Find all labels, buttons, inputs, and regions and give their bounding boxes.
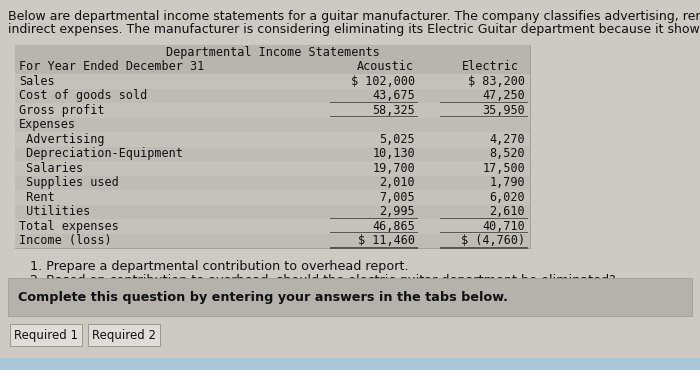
Bar xyxy=(15,60,530,74)
Text: Sales: Sales xyxy=(19,75,55,88)
Bar xyxy=(10,324,82,346)
Text: $ (4,760): $ (4,760) xyxy=(461,234,525,247)
Bar xyxy=(0,358,700,370)
Text: 5,025: 5,025 xyxy=(379,133,415,146)
Bar xyxy=(15,118,530,132)
Text: 40,710: 40,710 xyxy=(482,220,525,233)
Text: Below are departmental income statements for a guitar manufacturer. The company : Below are departmental income statements… xyxy=(8,10,700,23)
Text: 17,500: 17,500 xyxy=(482,162,525,175)
Bar xyxy=(15,147,530,161)
Bar xyxy=(15,233,530,248)
Bar xyxy=(15,88,530,103)
Bar xyxy=(15,190,530,205)
Text: Complete this question by entering your answers in the tabs below.: Complete this question by entering your … xyxy=(18,290,508,303)
Text: 58,325: 58,325 xyxy=(372,104,415,117)
Text: 7,005: 7,005 xyxy=(379,191,415,204)
Text: 19,700: 19,700 xyxy=(372,162,415,175)
Bar xyxy=(15,205,530,219)
Bar xyxy=(15,161,530,175)
Text: 1. Prepare a departmental contribution to overhead report.: 1. Prepare a departmental contribution t… xyxy=(30,260,409,273)
Bar xyxy=(15,175,530,190)
Text: Departmental Income Statements: Departmental Income Statements xyxy=(166,46,379,59)
Bar xyxy=(15,45,530,60)
Text: Rent: Rent xyxy=(19,191,55,204)
Text: For Year Ended December 31: For Year Ended December 31 xyxy=(19,60,204,73)
Bar xyxy=(8,278,692,316)
Text: Required 1: Required 1 xyxy=(14,329,78,342)
Bar xyxy=(0,320,700,370)
Text: Advertising: Advertising xyxy=(19,133,104,146)
Bar xyxy=(15,74,530,88)
Text: 46,865: 46,865 xyxy=(372,220,415,233)
Text: 35,950: 35,950 xyxy=(482,104,525,117)
Text: 2,610: 2,610 xyxy=(489,205,525,218)
Text: Income (loss): Income (loss) xyxy=(19,234,111,247)
Bar xyxy=(15,45,530,248)
Text: 6,020: 6,020 xyxy=(489,191,525,204)
Text: 2,010: 2,010 xyxy=(379,176,415,189)
Text: Expenses: Expenses xyxy=(19,118,76,131)
Text: 43,675: 43,675 xyxy=(372,89,415,102)
Text: Cost of goods sold: Cost of goods sold xyxy=(19,89,147,102)
Text: $ 11,460: $ 11,460 xyxy=(358,234,415,247)
Text: $ 102,000: $ 102,000 xyxy=(351,75,415,88)
Text: 47,250: 47,250 xyxy=(482,89,525,102)
Text: Required 2: Required 2 xyxy=(92,329,156,342)
Bar xyxy=(15,103,530,118)
Text: $ 83,200: $ 83,200 xyxy=(468,75,525,88)
Text: Utilities: Utilities xyxy=(19,205,90,218)
Text: 10,130: 10,130 xyxy=(372,147,415,160)
Bar xyxy=(15,219,530,233)
Text: indirect expenses. The manufacturer is considering eliminating its Electric Guit: indirect expenses. The manufacturer is c… xyxy=(8,23,700,36)
Text: Gross profit: Gross profit xyxy=(19,104,104,117)
Text: Acoustic: Acoustic xyxy=(356,60,414,73)
Bar xyxy=(88,324,160,346)
Text: 4,270: 4,270 xyxy=(489,133,525,146)
Text: 8,520: 8,520 xyxy=(489,147,525,160)
Text: Depreciation-Equipment: Depreciation-Equipment xyxy=(19,147,183,160)
Text: Total expenses: Total expenses xyxy=(19,220,119,233)
Text: 2. Based on contribution to overhead, should the electric guitar department be e: 2. Based on contribution to overhead, sh… xyxy=(30,274,616,287)
Text: 1,790: 1,790 xyxy=(489,176,525,189)
Text: Salaries: Salaries xyxy=(19,162,83,175)
Text: 2,995: 2,995 xyxy=(379,205,415,218)
Text: Electric: Electric xyxy=(461,60,519,73)
Text: Supplies used: Supplies used xyxy=(19,176,119,189)
Bar xyxy=(15,132,530,147)
